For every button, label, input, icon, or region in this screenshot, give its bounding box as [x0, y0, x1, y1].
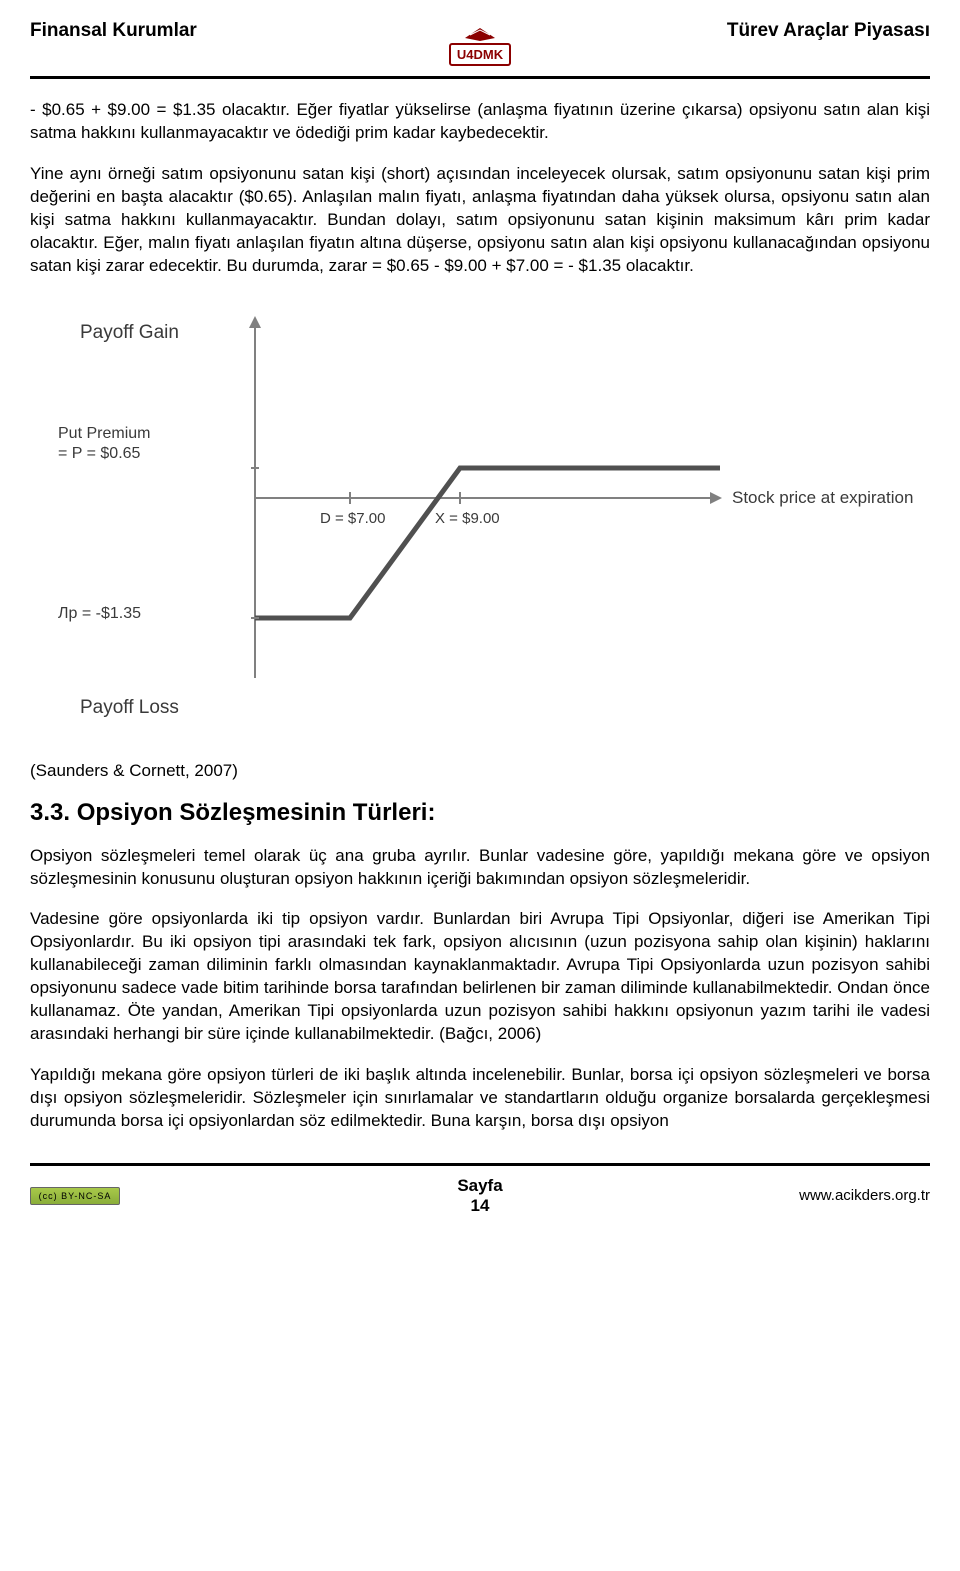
svg-text:Put Premium: Put Premium: [58, 425, 150, 442]
svg-text:Payoff Loss: Payoff Loss: [80, 697, 179, 718]
header-logo: U4DMK: [440, 20, 520, 68]
paragraph-2: Yine aynı örneği satım opsiyonunu satan …: [30, 163, 930, 278]
svg-text:= P = $0.65: = P = $0.65: [58, 445, 141, 462]
page-footer: (cc) BY-NC-SA Sayfa 14 www.acikders.org.…: [30, 1163, 930, 1216]
footer-cc: (cc) BY-NC-SA: [30, 1186, 330, 1205]
footer-url: www.acikders.org.tr: [630, 1187, 930, 1204]
cc-badge-icon: (cc) BY-NC-SA: [30, 1187, 120, 1205]
svg-text:Лp = -$1.35: Лp = -$1.35: [58, 605, 141, 622]
paragraph-4: Vadesine göre opsiyonlarda iki tip opsiy…: [30, 908, 930, 1046]
paragraph-3: Opsiyon sözleşmeleri temel olarak üç ana…: [30, 845, 930, 891]
svg-text:X = $9.00: X = $9.00: [435, 510, 500, 527]
footer-page: Sayfa 14: [330, 1176, 630, 1216]
footer-page-label: Sayfa: [457, 1176, 502, 1195]
chart-citation: (Saunders & Cornett, 2007): [30, 761, 930, 781]
section-heading: 3.3. Opsiyon Sözleşmesinin Türleri:: [30, 799, 930, 827]
footer-page-num: 14: [471, 1196, 490, 1215]
svg-text:Stock price at expiration: Stock price at expiration: [732, 488, 913, 507]
payoff-chart: Payoff Gain Put Premium = P = $0.65 D = $7.…: [40, 298, 920, 733]
page-header: Finansal Kurumlar U4DMK Türev Araçlar Pi…: [30, 20, 930, 79]
header-right-title: Türev Araçlar Piyasası: [520, 20, 930, 42]
logo-text: U4DMK: [449, 43, 511, 66]
svg-text:D = $7.00: D = $7.00: [320, 510, 385, 527]
svg-text:Payoff Gain: Payoff Gain: [80, 322, 179, 343]
paragraph-5: Yapıldığı mekana göre opsiyon türleri de…: [30, 1064, 930, 1133]
header-left-title: Finansal Kurumlar: [30, 20, 440, 42]
paragraph-1: - $0.65 + $9.00 = $1.35 olacaktır. Eğer …: [30, 99, 930, 145]
